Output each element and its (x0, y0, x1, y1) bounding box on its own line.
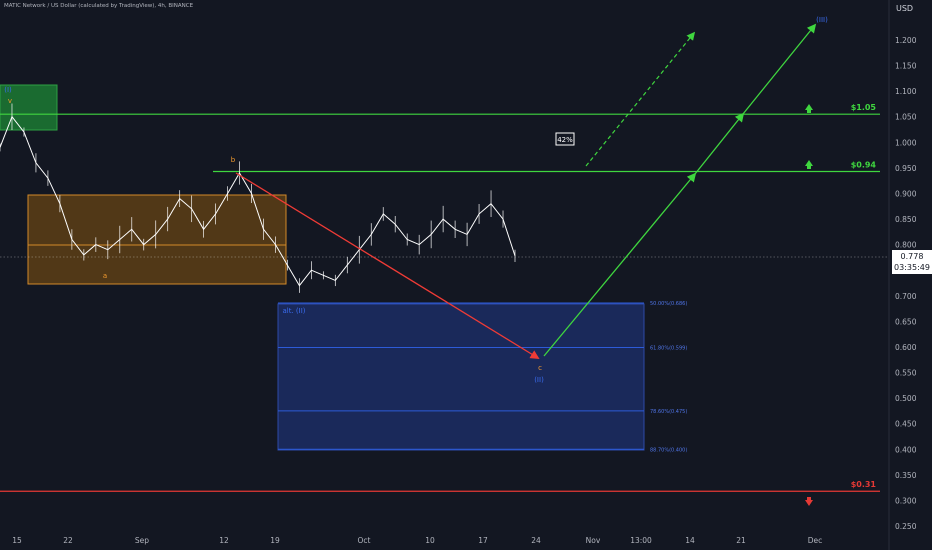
currency-label[interactable]: USD (896, 4, 914, 13)
y-tick-label: 0.350 (895, 471, 917, 480)
fib-label: 61.80%(0.599) (650, 345, 687, 351)
symbol-header: MATIC Network / US Dollar (calculated by… (4, 3, 194, 9)
target-zone-box[interactable] (277, 303, 645, 451)
wave-label: b (231, 156, 236, 164)
y-tick-label: 0.800 (895, 241, 917, 250)
price-axis[interactable]: 1.200 1.150 1.100 1.050 1.000 0.950 0.900 0.850… (895, 36, 917, 531)
x-tick-label: 21 (736, 536, 746, 545)
corrective-box[interactable] (27, 194, 287, 285)
level-label: $0.94 (851, 160, 877, 169)
x-tick-label: Oct (358, 536, 371, 545)
price-series-line (0, 115, 516, 287)
time-axis[interactable]: 15 22 Sep 12 19 Oct 10 17 24 Nov 13:00 14 21 Dec (12, 536, 822, 545)
up-arrow-icon (805, 104, 813, 113)
annotation-box[interactable] (555, 132, 575, 146)
y-tick-label: 1.050 (895, 113, 917, 122)
y-tick-label: 1.000 (895, 138, 917, 147)
x-tick-label: 24 (531, 536, 541, 545)
down-arrow-icon (805, 497, 813, 506)
wave-label: (I) (4, 86, 12, 94)
y-tick-label: 0.450 (895, 420, 917, 429)
projection-arrow-1[interactable] (543, 172, 697, 357)
x-tick-label: 19 (270, 536, 280, 545)
y-tick-label: 0.950 (895, 164, 917, 173)
wave-label: v (8, 97, 12, 105)
wave-labels: (I) v a b alt. (II) c (II) (III) (4, 16, 828, 384)
alt-projection-arrow[interactable] (585, 31, 696, 167)
wave-label: a (103, 272, 107, 280)
x-tick-label: 17 (478, 536, 488, 545)
countdown-timer: 03:35:49 (894, 263, 930, 272)
wave-label: (III) (816, 16, 828, 24)
y-tick-label: 0.500 (895, 394, 917, 403)
x-tick-label: 12 (219, 536, 229, 545)
x-tick-label: 15 (12, 536, 22, 545)
price-levels: $1.05 $0.94 $0.31 (0, 103, 880, 492)
current-price-value: 0.778 (900, 252, 924, 261)
fib-label: 78.60%(0.475) (650, 409, 687, 415)
y-tick-label: 0.550 (895, 369, 917, 378)
y-tick-label: 0.850 (895, 215, 917, 224)
price-series (0, 103, 516, 293)
y-tick-label: 1.200 (895, 36, 917, 45)
y-tick-label: 0.600 (895, 343, 917, 352)
annotation-text: 42% (557, 136, 573, 144)
x-tick-label: Dec (808, 536, 823, 545)
x-tick-label: 13:00 (630, 536, 652, 545)
wave-label: alt. (II) (282, 307, 305, 315)
wave-label: (II) (534, 376, 544, 384)
y-tick-label: 1.100 (895, 87, 917, 96)
current-price-badge: 0.778 03:35:49 (892, 250, 932, 274)
y-tick-label: 0.700 (895, 292, 917, 301)
y-tick-label: 0.650 (895, 317, 917, 326)
level-label: $1.05 (851, 103, 877, 112)
up-arrow-icon (805, 160, 813, 169)
fib-label: 88.70%(0.400) (650, 447, 687, 453)
y-tick-label: 0.250 (895, 522, 917, 531)
y-tick-label: 1.150 (895, 62, 917, 71)
y-tick-label: 0.300 (895, 496, 917, 505)
y-tick-label: 0.900 (895, 189, 917, 198)
fib-label: 50.00%(0.686) (650, 301, 687, 307)
x-tick-label: Sep (135, 536, 149, 545)
y-tick-label: 0.400 (895, 445, 917, 454)
x-tick-label: 22 (63, 536, 73, 545)
level-label: $0.31 (851, 480, 877, 489)
fib-levels: 50.00%(0.686) 61.80%(0.599) 78.60%(0.475) 8… (278, 301, 687, 453)
projection-arrow-3[interactable] (742, 23, 817, 115)
wave-label: c (538, 364, 542, 372)
x-tick-label: 14 (685, 536, 695, 545)
x-tick-label: Nov (586, 536, 601, 545)
projection-arrow-2[interactable] (694, 112, 745, 175)
wave-bc-arrow[interactable] (235, 172, 540, 359)
x-tick-label: 10 (425, 536, 435, 545)
